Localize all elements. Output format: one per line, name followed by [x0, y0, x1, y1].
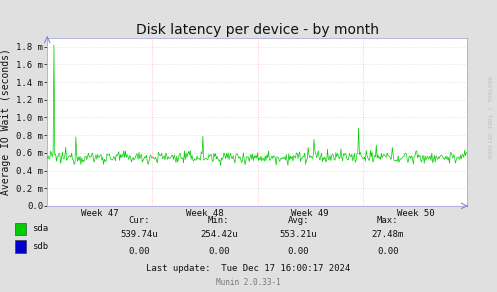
Text: 27.48m: 27.48m	[372, 230, 404, 239]
Text: Munin 2.0.33-1: Munin 2.0.33-1	[216, 278, 281, 287]
Text: 0.00: 0.00	[208, 248, 230, 256]
Text: 553.21u: 553.21u	[279, 230, 317, 239]
Text: RRDTOOL / TOBI OETIKER: RRDTOOL / TOBI OETIKER	[486, 76, 491, 158]
Title: Disk latency per device - by month: Disk latency per device - by month	[136, 23, 379, 37]
Text: 539.74u: 539.74u	[120, 230, 158, 239]
Text: Min:: Min:	[208, 216, 230, 225]
Text: Cur:: Cur:	[128, 216, 150, 225]
Text: Last update:  Tue Dec 17 16:00:17 2024: Last update: Tue Dec 17 16:00:17 2024	[147, 264, 350, 272]
Text: Max:: Max:	[377, 216, 399, 225]
Text: 0.00: 0.00	[128, 248, 150, 256]
Text: 254.42u: 254.42u	[200, 230, 238, 239]
Text: 0.00: 0.00	[287, 248, 309, 256]
Text: 0.00: 0.00	[377, 248, 399, 256]
Text: sdb: sdb	[32, 242, 48, 251]
Y-axis label: Average IO Wait (seconds): Average IO Wait (seconds)	[0, 48, 10, 195]
Text: sda: sda	[32, 225, 48, 233]
Text: Avg:: Avg:	[287, 216, 309, 225]
